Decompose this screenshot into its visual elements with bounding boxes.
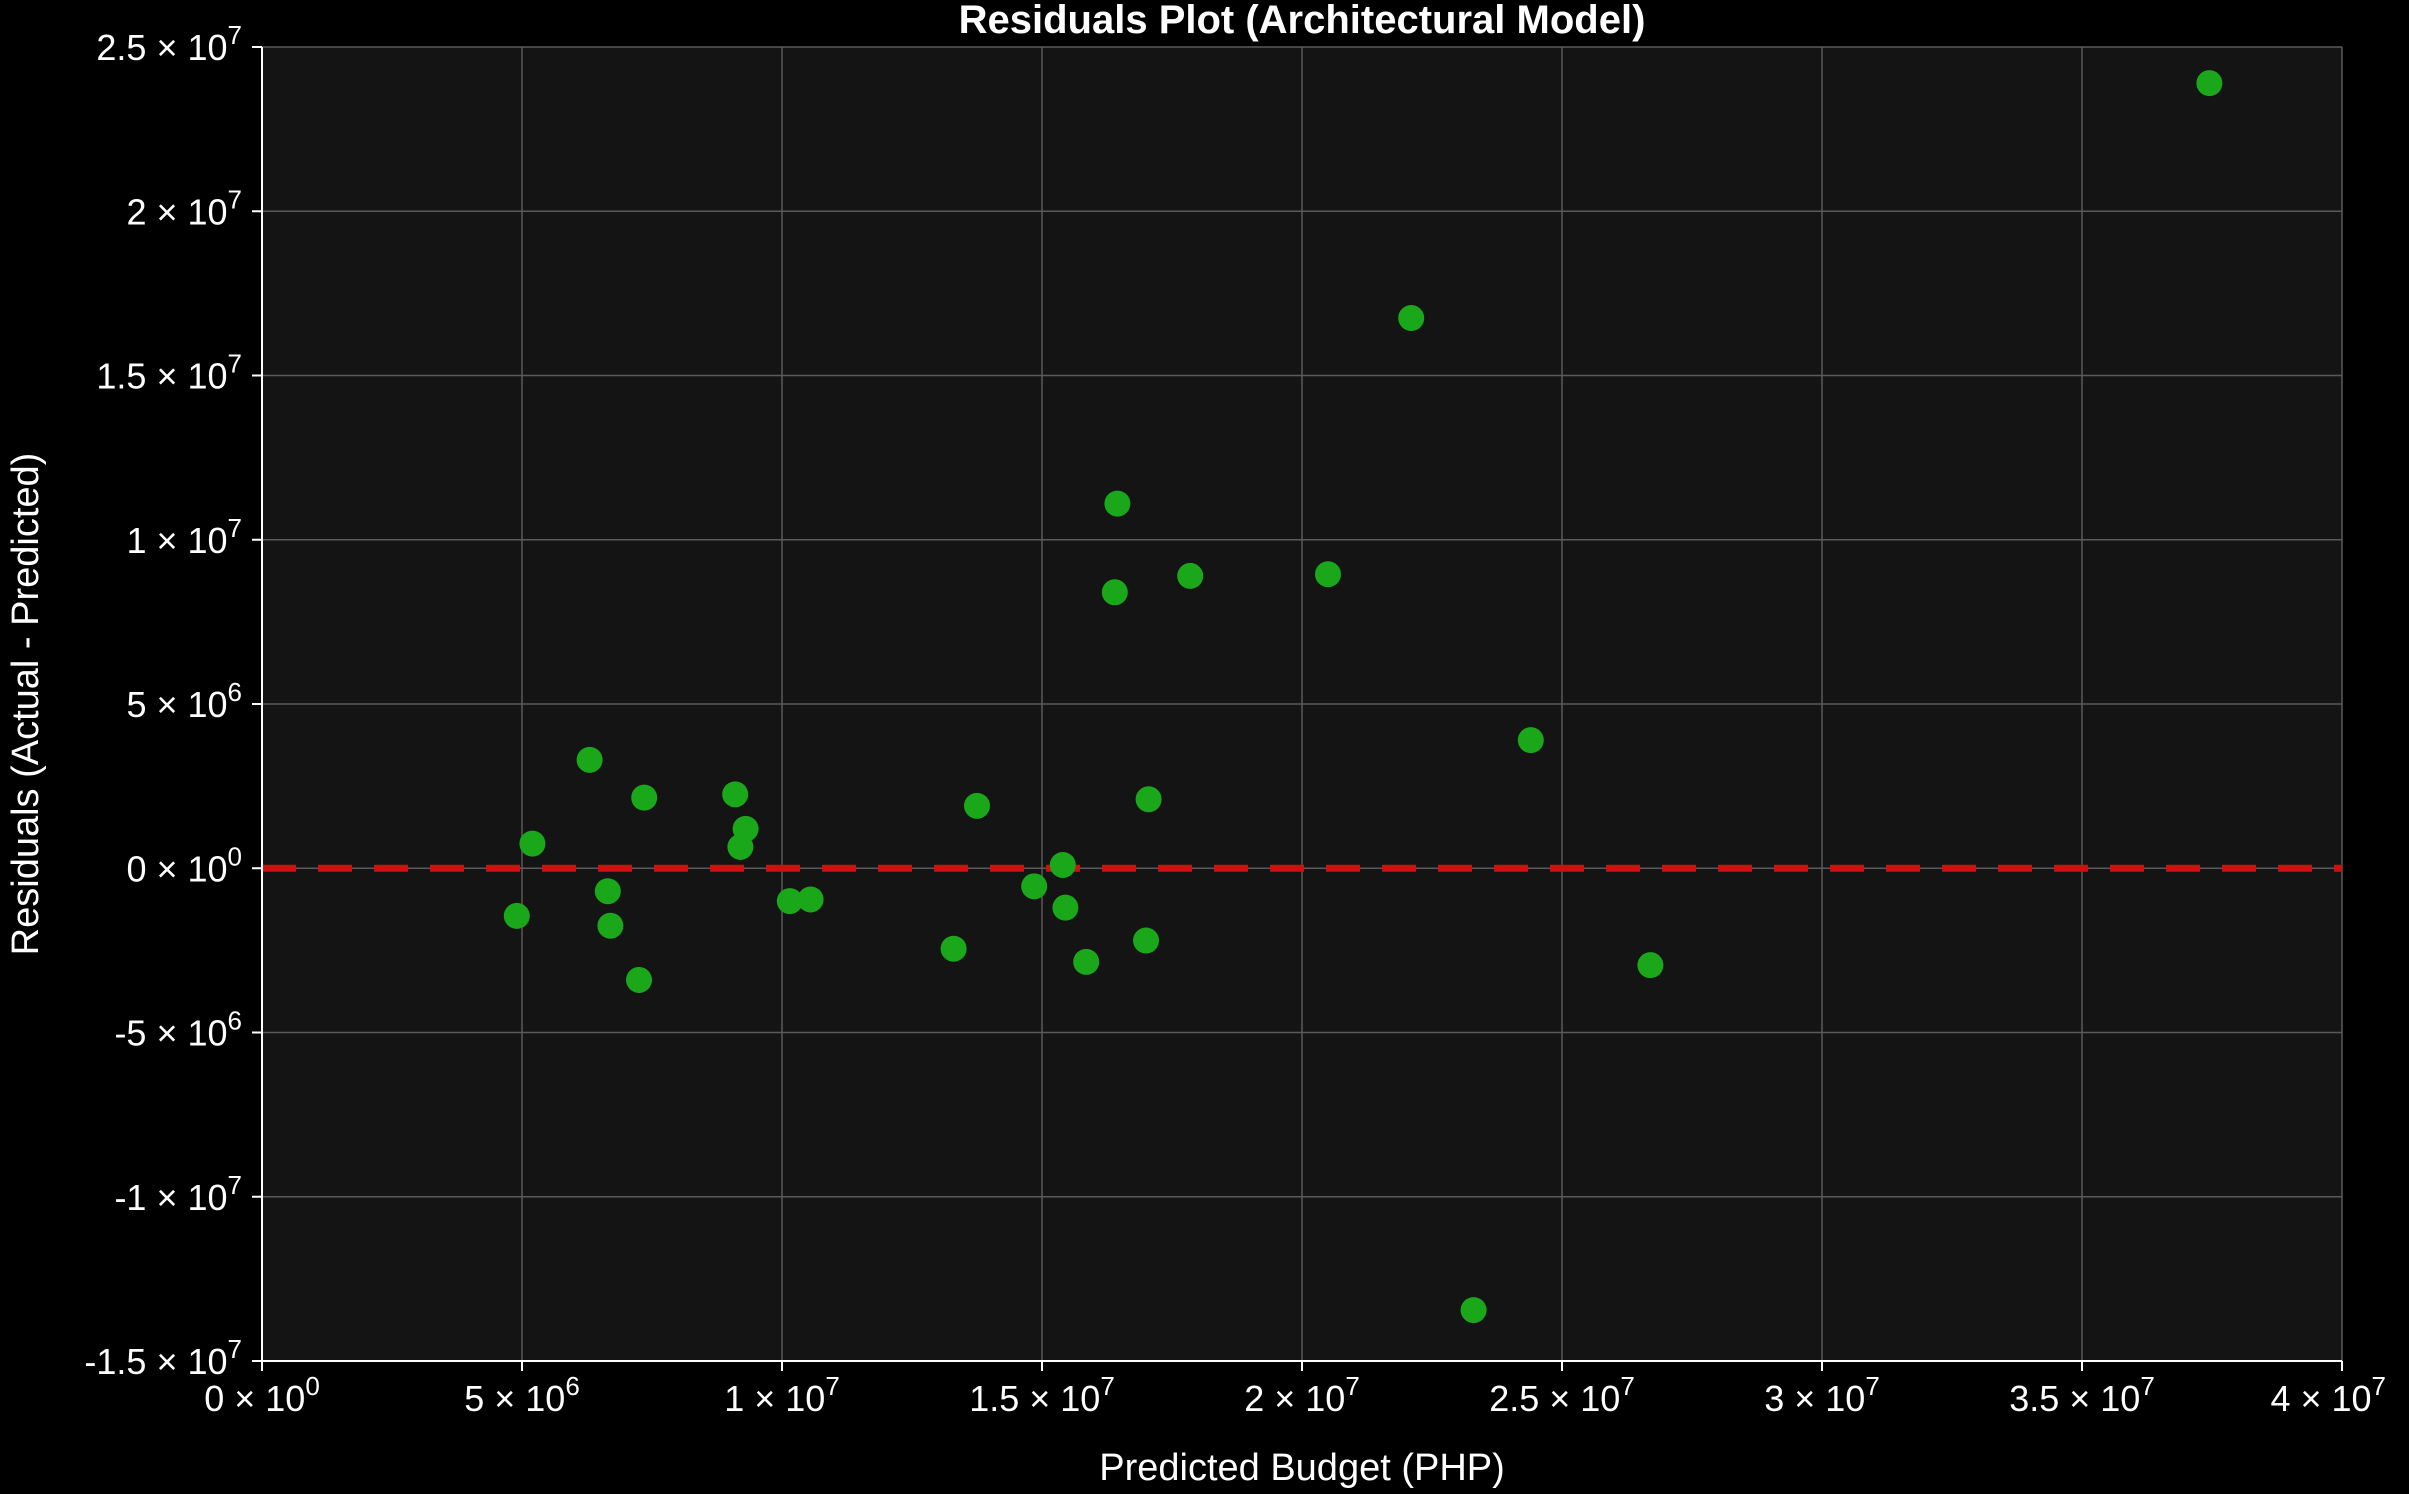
data-point bbox=[1637, 952, 1664, 979]
y-tick-labels: 2.5 × 107 2 × 107 1.5 × 107 1 × 107 5 × 106 0… bbox=[84, 20, 242, 1382]
data-point bbox=[1073, 948, 1100, 975]
x-axis-label: Predicted Budget (PHP) bbox=[1099, 1447, 1505, 1489]
data-point bbox=[631, 784, 658, 811]
data-point bbox=[1101, 579, 1128, 606]
x-tick-label: 1 × 107 bbox=[724, 1371, 840, 1419]
x-tick-label: 2 × 107 bbox=[1244, 1371, 1360, 1419]
x-tick-labels: 0 × 100 5 × 106 1 × 107 1.5 × 107 2 × 107 2.5… bbox=[204, 1371, 2386, 1419]
y-tick-label: 2.5 × 107 bbox=[96, 20, 242, 68]
y-tick-label: -1 × 107 bbox=[114, 1170, 242, 1218]
data-point bbox=[1104, 490, 1131, 517]
data-point bbox=[940, 935, 967, 962]
data-point bbox=[1135, 786, 1162, 813]
data-point bbox=[1177, 562, 1204, 589]
y-tick-label: 1 × 107 bbox=[126, 513, 242, 561]
data-point bbox=[1517, 727, 1544, 754]
y-tick-label: 5 × 106 bbox=[126, 677, 242, 725]
data-point bbox=[1398, 305, 1425, 332]
data-point bbox=[1460, 1297, 1487, 1324]
x-tick-label: 4 × 107 bbox=[2270, 1371, 2386, 1419]
data-point bbox=[626, 966, 652, 993]
data-point bbox=[594, 878, 621, 905]
chart-title: Residuals Plot (Architectural Model) bbox=[959, 0, 1646, 42]
x-tick-label: 0 × 100 bbox=[204, 1371, 320, 1419]
x-tick-label: 3 × 107 bbox=[1764, 1371, 1880, 1419]
y-tick-label: 0 × 100 bbox=[126, 841, 242, 889]
y-tick-label: 1.5 × 107 bbox=[96, 349, 242, 397]
x-tick-label: 1.5 × 107 bbox=[969, 1371, 1115, 1419]
y-tick-label: -1.5 × 107 bbox=[84, 1334, 242, 1382]
y-tick-label: 2 × 107 bbox=[126, 184, 242, 232]
data-point bbox=[797, 886, 824, 913]
data-point bbox=[503, 902, 530, 929]
x-tick-label: 2.5 × 107 bbox=[1489, 1371, 1635, 1419]
data-point bbox=[1315, 561, 1341, 588]
data-point bbox=[732, 815, 759, 842]
data-point bbox=[722, 781, 749, 808]
data-point bbox=[964, 792, 990, 819]
grid bbox=[261, 46, 2343, 1362]
data-point bbox=[1052, 894, 1079, 921]
data-point bbox=[576, 746, 603, 773]
data-points bbox=[503, 70, 2223, 1324]
data-point bbox=[519, 830, 546, 857]
data-point bbox=[597, 912, 624, 939]
data-point bbox=[1021, 873, 1048, 900]
data-point bbox=[776, 888, 803, 915]
x-tick-label: 5 × 106 bbox=[464, 1371, 580, 1419]
y-tick-label: -5 × 106 bbox=[114, 1006, 242, 1054]
data-point bbox=[2196, 70, 2223, 97]
data-point bbox=[1049, 851, 1076, 878]
x-tick-label: 3.5 × 107 bbox=[2009, 1371, 2155, 1419]
y-axis-label: Residuals (Actual - Predicted) bbox=[5, 453, 47, 956]
axes bbox=[252, 46, 2343, 1371]
data-point bbox=[1133, 927, 1159, 954]
